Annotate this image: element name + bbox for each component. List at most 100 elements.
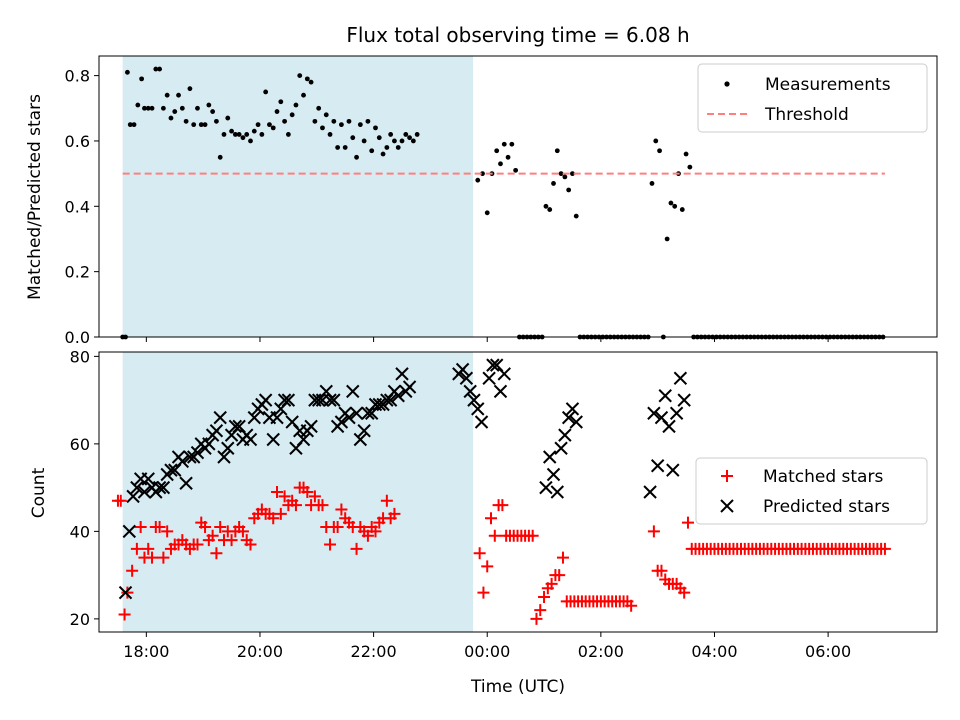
y-tick-label: 0.2 (65, 263, 90, 282)
measurement-point (657, 148, 662, 154)
measurement-point (342, 145, 348, 150)
measurement-point (410, 138, 416, 144)
predicted-star-point (357, 424, 371, 438)
legend-marker-measurements (724, 81, 730, 87)
measurement-point (145, 105, 151, 111)
predicted-star-point (643, 485, 657, 499)
predicted-star-point (304, 419, 318, 434)
x-tick-label: 00:00 (464, 642, 510, 661)
predicted-star-point (243, 432, 258, 447)
measurement-point (407, 135, 412, 141)
measurement-point (125, 69, 130, 75)
predicted-star-point (247, 410, 261, 425)
measurement-point (380, 151, 386, 157)
predicted-star-point (658, 389, 672, 403)
measurement-point (236, 132, 242, 137)
measurement-point (323, 112, 329, 118)
predicted-star-point (175, 454, 190, 469)
predicted-star-point (662, 419, 676, 434)
predicted-star-point (327, 393, 341, 407)
predicted-star-point (391, 389, 405, 403)
measurement-point (484, 210, 490, 216)
measurement-point (164, 92, 170, 98)
matched-star-point (878, 542, 891, 555)
predicted-star-point (202, 437, 216, 451)
matched-star-point (278, 490, 291, 503)
matched-star-point (324, 538, 337, 551)
measurement-point (649, 181, 655, 186)
measurement-point (149, 105, 155, 111)
measurement-point (172, 109, 178, 114)
predicted-star-point (554, 441, 568, 455)
top-x-ticks (145, 337, 829, 342)
measurement-point (267, 122, 272, 128)
measurement-point (354, 154, 359, 160)
y-tick-label: 20 (70, 610, 90, 629)
predicted-star-point (156, 480, 171, 495)
top-points (120, 66, 886, 340)
legend-marker-matched-stars (721, 470, 733, 482)
x-tick-label: 22:00 (351, 642, 397, 661)
matched-star-point (496, 499, 509, 512)
measurement-point (320, 125, 325, 131)
measurement-point (195, 105, 200, 111)
bottom-legend: Matched stars Predicted stars (695, 457, 928, 525)
predicted-star-point (647, 406, 661, 420)
y-tick-label: 40 (70, 522, 90, 541)
matched-star-point (681, 516, 694, 529)
matched-star-point (538, 591, 551, 603)
measurement-point (191, 122, 197, 128)
predicted-star-point (650, 459, 665, 473)
measurement-point (414, 132, 420, 137)
predicted-star-point (164, 463, 178, 477)
measurement-point (135, 102, 141, 108)
measurement-point (384, 145, 390, 150)
predicted-star-point (258, 393, 273, 407)
matched-star-point (126, 564, 139, 577)
measurement-point (672, 203, 678, 209)
measurement-point (293, 102, 299, 108)
predicted-star-point (666, 463, 680, 477)
predicted-star-point (130, 480, 144, 495)
matched-star-point (146, 551, 159, 564)
measurement-point (229, 128, 234, 134)
measurement-point (388, 132, 394, 137)
predicted-star-point (550, 485, 565, 499)
measurement-point (350, 135, 356, 141)
x-axis-label: Time (UTC) (470, 677, 565, 697)
top-legend-box (697, 63, 928, 133)
measurement-point (240, 135, 246, 141)
bottom-y-ticks: 20 40 60 80 (70, 347, 99, 629)
matched-star-point (545, 577, 558, 590)
measurement-point (653, 138, 659, 144)
measurement-point (131, 122, 137, 128)
matched-star-point (118, 608, 131, 621)
matched-star-point (678, 586, 691, 599)
measurement-point (361, 138, 367, 144)
measurement-point (312, 118, 318, 124)
x-tick-label: 20:00 (237, 642, 283, 661)
predicted-star-point (463, 384, 477, 399)
matched-star-point (335, 503, 348, 516)
measurement-point (327, 132, 333, 137)
measurement-point (357, 122, 363, 128)
predicted-star-point (122, 524, 137, 539)
matched-star-point (274, 507, 287, 520)
y-tick-label: 80 (70, 347, 90, 366)
matched-star-point (526, 529, 539, 542)
predicted-star-point (346, 384, 360, 399)
measurement-point (179, 105, 185, 111)
predicted-star-point (372, 397, 386, 412)
predicted-star-point (486, 358, 500, 372)
predicted-star-point (342, 410, 356, 425)
predicted-star-point (455, 362, 470, 377)
matched-star-point (114, 494, 127, 507)
measurement-point (183, 118, 189, 124)
matched-star-point (130, 542, 143, 555)
legend-label-matched-stars: Matched stars (763, 467, 883, 487)
matched-star-point (308, 490, 321, 503)
measurement-point (304, 76, 310, 82)
measurement-point (403, 132, 409, 137)
predicted-star-point (353, 432, 368, 447)
measurement-point (198, 122, 204, 128)
